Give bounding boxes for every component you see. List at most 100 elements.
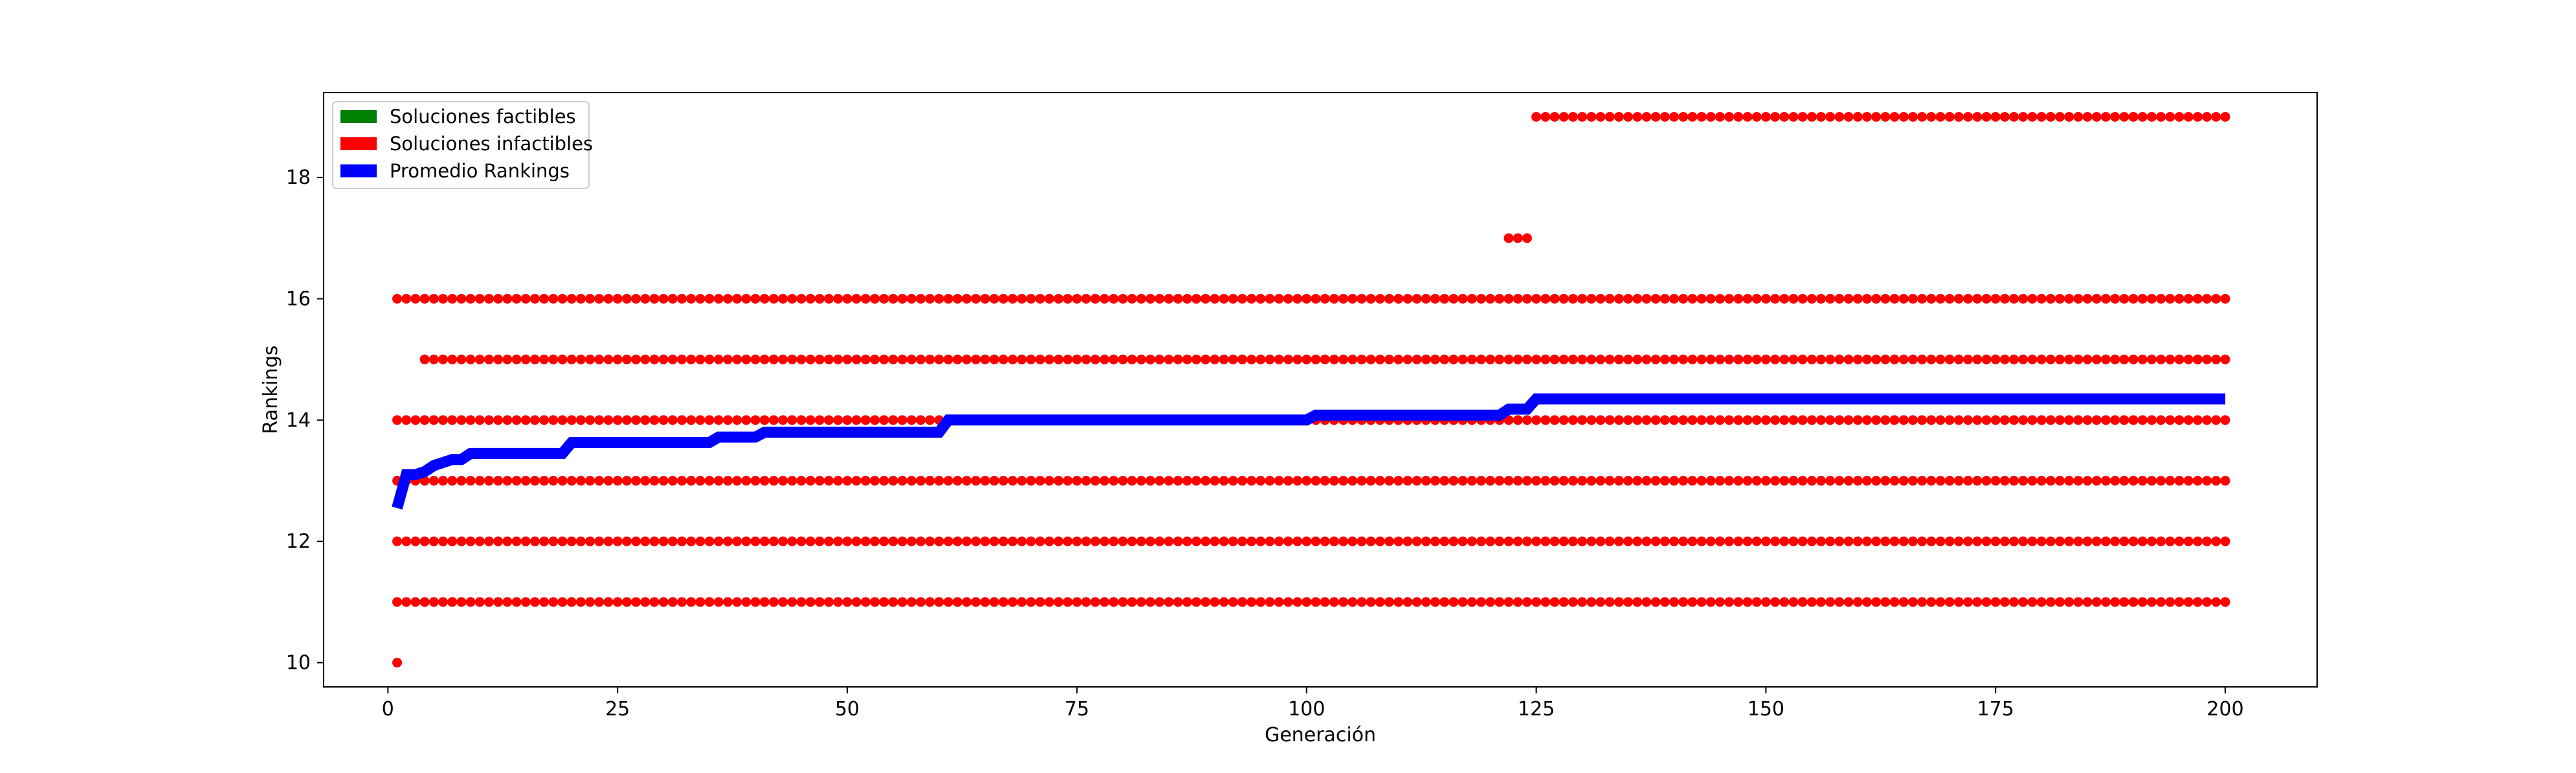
infeasible-point: [1715, 536, 1725, 546]
infeasible-point: [833, 597, 843, 607]
infeasible-point: [474, 354, 485, 364]
infeasible-point: [1577, 476, 1588, 486]
infeasible-point: [1669, 111, 1679, 122]
infeasible-point: [1063, 597, 1073, 607]
infeasible-point: [1797, 597, 1808, 607]
infeasible-point: [1788, 111, 1799, 122]
infeasible-point: [2036, 354, 2047, 364]
infeasible-point: [750, 597, 761, 607]
infeasible-point: [1880, 597, 1891, 607]
infeasible-point: [1797, 476, 1808, 486]
infeasible-point: [1788, 354, 1799, 364]
infeasible-point: [2156, 597, 2166, 607]
infeasible-point: [1623, 536, 1633, 546]
infeasible-point: [640, 597, 650, 607]
infeasible-point: [428, 415, 439, 425]
infeasible-point: [1155, 354, 1165, 364]
infeasible-point: [1504, 597, 1514, 607]
infeasible-point: [1999, 597, 2010, 607]
infeasible-point: [2045, 536, 2056, 546]
infeasible-point: [539, 293, 550, 304]
infeasible-point: [833, 293, 843, 304]
infeasible-point: [1311, 536, 1321, 546]
infeasible-point: [732, 354, 742, 364]
infeasible-point: [1733, 597, 1744, 607]
infeasible-point: [1724, 293, 1735, 304]
infeasible-point: [1843, 597, 1854, 607]
infeasible-point: [1770, 597, 1781, 607]
infeasible-point: [1650, 415, 1661, 425]
infeasible-point: [2055, 476, 2065, 486]
infeasible-point: [934, 476, 944, 486]
infeasible-point: [1981, 597, 1992, 607]
infeasible-point: [1990, 597, 2001, 607]
infeasible-point: [502, 415, 513, 425]
infeasible-point: [1623, 111, 1633, 122]
infeasible-point: [2174, 111, 2184, 122]
infeasible-point: [1907, 536, 1918, 546]
infeasible-point: [557, 415, 568, 425]
infeasible-point: [2110, 536, 2120, 546]
infeasible-point: [980, 293, 990, 304]
infeasible-point: [1559, 415, 1569, 425]
infeasible-point: [2192, 354, 2203, 364]
infeasible-point: [1696, 415, 1707, 425]
infeasible-point: [1595, 354, 1606, 364]
infeasible-point: [1035, 536, 1045, 546]
infeasible-point: [1320, 293, 1330, 304]
infeasible-point: [1825, 293, 1836, 304]
infeasible-point: [428, 354, 439, 364]
infeasible-point: [1357, 476, 1367, 486]
infeasible-point: [1705, 597, 1716, 607]
infeasible-point: [1871, 536, 1882, 546]
infeasible-point: [1348, 476, 1358, 486]
infeasible-point: [2147, 293, 2157, 304]
infeasible-point: [585, 476, 595, 486]
infeasible-point: [971, 354, 981, 364]
infeasible-point: [1935, 293, 1946, 304]
infeasible-point: [1917, 597, 1927, 607]
infeasible-point: [842, 293, 852, 304]
infeasible-point: [2165, 354, 2175, 364]
infeasible-point: [1724, 354, 1735, 364]
infeasible-point: [1393, 536, 1404, 546]
infeasible-point: [1963, 293, 1973, 304]
infeasible-point: [2027, 293, 2037, 304]
infeasible-point: [897, 476, 907, 486]
infeasible-point: [860, 415, 871, 425]
infeasible-point: [2165, 476, 2175, 486]
infeasible-point: [1164, 597, 1174, 607]
infeasible-point: [998, 597, 1008, 607]
infeasible-point: [2101, 415, 2111, 425]
infeasible-point: [1715, 354, 1725, 364]
infeasible-point: [585, 293, 595, 304]
infeasible-point: [962, 476, 972, 486]
infeasible-point: [1871, 415, 1882, 425]
infeasible-point: [2045, 476, 2056, 486]
infeasible-point: [1926, 111, 1937, 122]
infeasible-point: [2174, 293, 2184, 304]
infeasible-point: [1715, 415, 1725, 425]
infeasible-point: [1412, 354, 1422, 364]
infeasible-point: [1751, 111, 1762, 122]
infeasible-point: [631, 597, 641, 607]
infeasible-point: [658, 354, 669, 364]
infeasible-point: [695, 536, 705, 546]
infeasible-point: [548, 476, 559, 486]
infeasible-point: [640, 293, 650, 304]
infeasible-point: [1053, 293, 1063, 304]
infeasible-point: [1247, 536, 1257, 546]
infeasible-point: [557, 354, 568, 364]
infeasible-point: [1852, 476, 1863, 486]
infeasible-point: [1696, 293, 1707, 304]
infeasible-point: [658, 476, 669, 486]
infeasible-point: [2202, 293, 2212, 304]
infeasible-point: [1724, 415, 1735, 425]
infeasible-point: [1678, 415, 1689, 425]
infeasible-point: [1687, 354, 1698, 364]
infeasible-point: [971, 597, 981, 607]
infeasible-point: [2073, 476, 2083, 486]
infeasible-point: [1880, 354, 1891, 364]
infeasible-point: [2165, 111, 2175, 122]
infeasible-point: [925, 476, 935, 486]
